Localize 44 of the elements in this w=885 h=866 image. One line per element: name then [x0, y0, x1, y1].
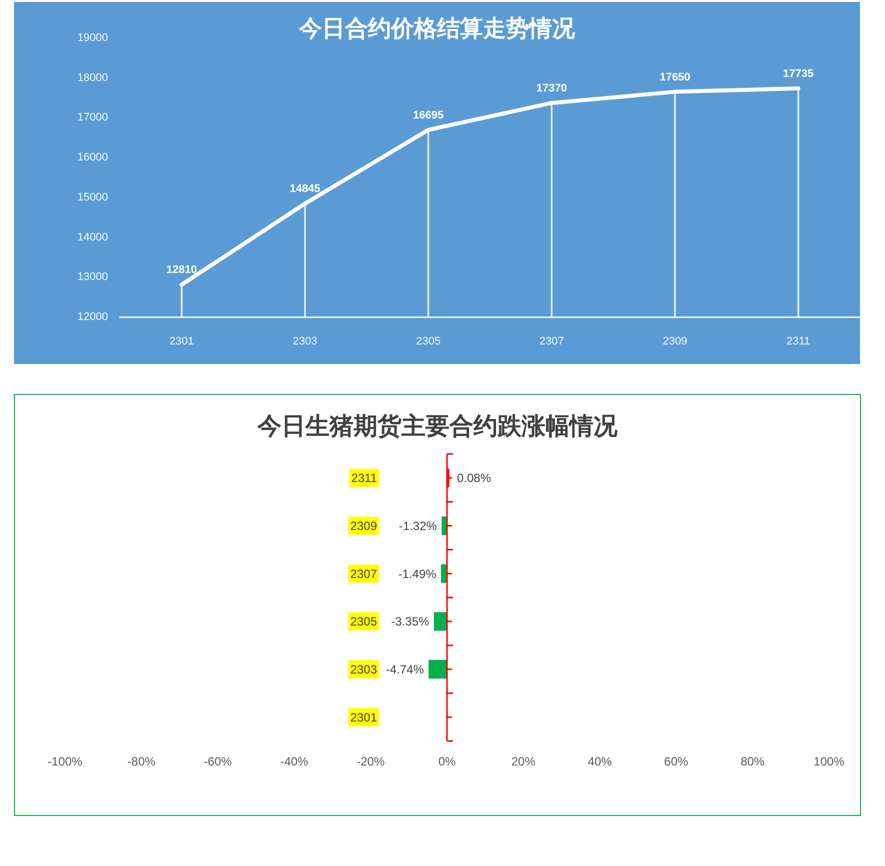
y-tick-label: 14000 [77, 231, 108, 244]
y-tick-label: 12000 [77, 311, 108, 324]
y-tick-label: 15000 [77, 191, 108, 204]
data-label: -1.49% [398, 566, 437, 581]
chart-title: 今日生猪期货主要合约跌涨幅情况 [256, 412, 618, 440]
data-label: -4.74% [386, 662, 424, 677]
x-tick-label: 20% [511, 754, 536, 769]
x-tick-label: 2301 [169, 336, 194, 348]
y-tick-label: 19000 [77, 32, 108, 44]
x-tick-label: -20% [356, 754, 385, 769]
x-tick-label: 2311 [786, 336, 810, 348]
x-tick-label: -80% [127, 754, 156, 769]
x-tick-label: 80% [740, 754, 765, 769]
y-tick-label: 2301 [350, 710, 378, 724]
x-tick-label: 2303 [292, 336, 318, 348]
y-tick-label: 2309 [350, 519, 378, 534]
x-tick-label: 60% [664, 754, 689, 769]
y-tick-label: 16000 [77, 152, 108, 164]
x-tick-label: -40% [280, 754, 309, 769]
data-label: 17735 [783, 68, 814, 80]
y-tick-label: 2303 [350, 662, 378, 677]
x-tick-label: -100% [48, 754, 83, 769]
x-tick-label: 2307 [539, 336, 564, 348]
x-tick-label: -60% [204, 754, 232, 769]
x-tick-label: 40% [588, 754, 612, 769]
y-tick-label: 18000 [77, 72, 108, 84]
x-tick-label: 0% [438, 754, 456, 769]
x-tick-label: 2309 [662, 336, 688, 348]
chart-title: 今日合约价格结算走势情况 [298, 16, 576, 41]
y-tick-label: 2311 [351, 471, 378, 486]
y-tick-label: 17000 [77, 112, 108, 124]
y-tick-label: 2307 [350, 566, 378, 581]
data-label: -1.32% [398, 519, 438, 534]
data-label: 14845 [290, 183, 320, 196]
y-tick-label: 13000 [77, 271, 108, 284]
data-label: -3.35% [391, 614, 430, 629]
x-tick-label: 100% [814, 754, 845, 769]
data-label: 12810 [166, 264, 197, 276]
data-label: 17650 [660, 71, 690, 84]
x-tick-label: 2305 [416, 336, 441, 348]
data-label: 0.08% [457, 471, 492, 486]
data-label: 16695 [413, 109, 444, 122]
y-tick-label: 2305 [350, 614, 378, 629]
data-label: 17370 [536, 82, 567, 94]
